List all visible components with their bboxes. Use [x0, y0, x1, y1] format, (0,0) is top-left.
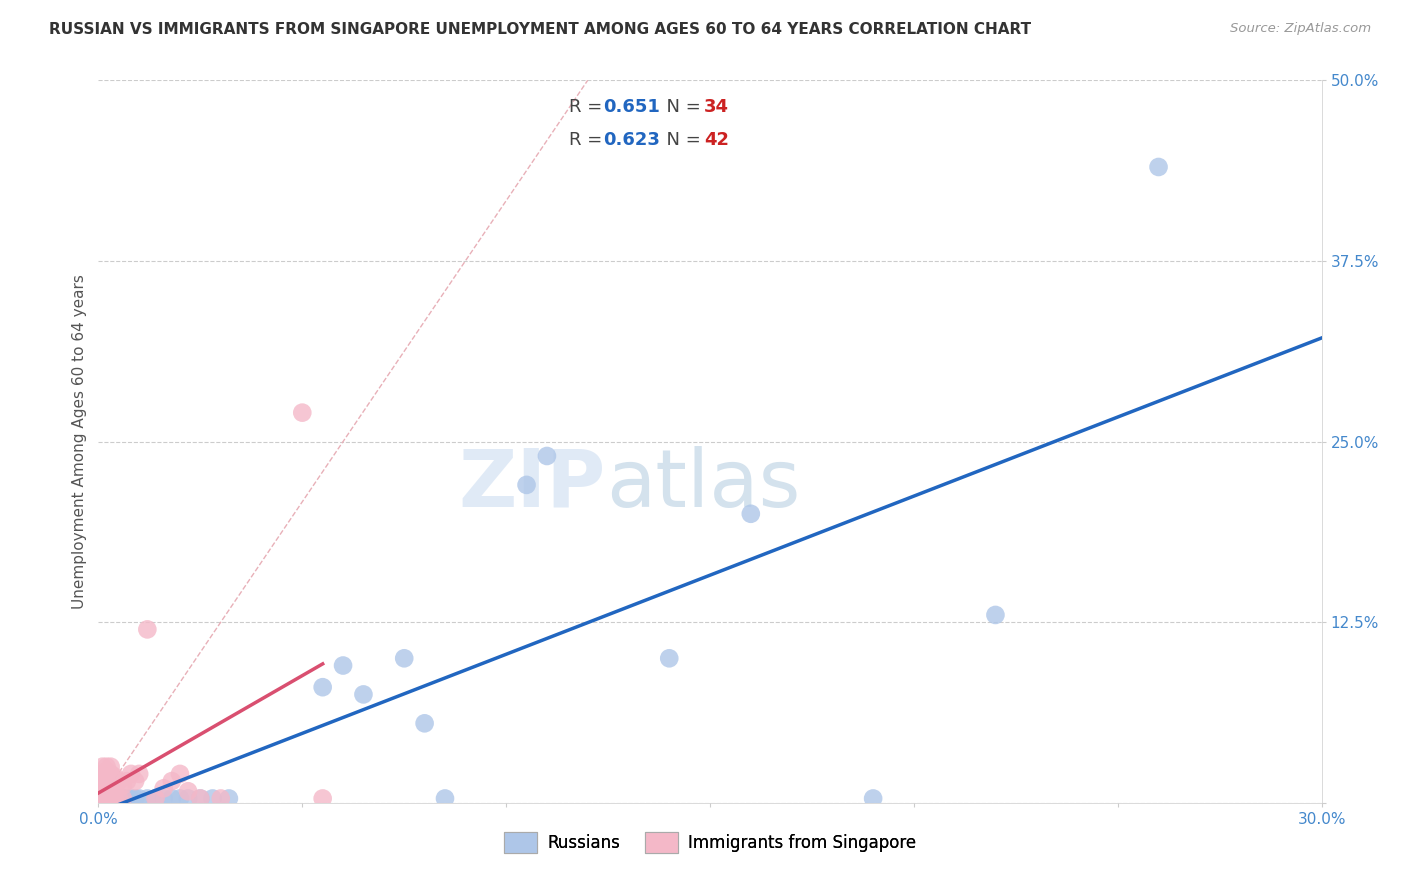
Point: [984, 607, 1007, 622]
Point: [536, 449, 558, 463]
Point: [104, 791, 127, 805]
Point: [96, 779, 118, 793]
Point: [136, 623, 159, 637]
Point: [104, 770, 127, 784]
Text: 42: 42: [704, 131, 728, 149]
Point: [100, 760, 122, 774]
Point: [740, 507, 762, 521]
Point: [96, 774, 118, 789]
Point: [100, 781, 122, 796]
Point: [160, 791, 183, 805]
Text: RUSSIAN VS IMMIGRANTS FROM SINGAPORE UNEMPLOYMENT AMONG AGES 60 TO 64 YEARS CORR: RUSSIAN VS IMMIGRANTS FROM SINGAPORE UNE…: [49, 22, 1032, 37]
Point: [91, 787, 114, 801]
Text: 34: 34: [704, 98, 728, 116]
Point: [209, 791, 232, 805]
Text: 0.651: 0.651: [603, 98, 661, 116]
Point: [145, 791, 167, 805]
Point: [91, 779, 114, 793]
Point: [177, 784, 200, 798]
Point: [91, 791, 114, 805]
Point: [100, 791, 122, 805]
Point: [413, 716, 436, 731]
Point: [136, 791, 159, 805]
Y-axis label: Unemployment Among Ages 60 to 64 years: Unemployment Among Ages 60 to 64 years: [72, 274, 87, 609]
Point: [1147, 160, 1170, 174]
Point: [111, 791, 134, 805]
Point: [108, 791, 131, 805]
Text: Source: ZipAtlas.com: Source: ZipAtlas.com: [1230, 22, 1371, 36]
Point: [104, 781, 127, 796]
Point: [115, 791, 138, 805]
Point: [434, 791, 457, 805]
Text: atlas: atlas: [606, 446, 800, 524]
Point: [104, 791, 127, 805]
Text: ZIP: ZIP: [458, 446, 606, 524]
Point: [124, 774, 146, 789]
Point: [91, 781, 114, 796]
Point: [96, 764, 118, 778]
Point: [152, 791, 174, 805]
Point: [516, 478, 538, 492]
Point: [91, 791, 114, 805]
Point: [124, 791, 146, 805]
Point: [128, 767, 150, 781]
Point: [392, 651, 416, 665]
Point: [169, 791, 191, 805]
Point: [91, 770, 114, 784]
Point: [188, 791, 212, 805]
Point: [152, 781, 174, 796]
Point: [120, 767, 142, 781]
Point: [91, 767, 114, 781]
Point: [96, 791, 118, 805]
Text: 0.623: 0.623: [603, 131, 661, 149]
Point: [96, 791, 118, 805]
Point: [169, 767, 191, 781]
Point: [96, 784, 118, 798]
Point: [100, 791, 122, 805]
Point: [120, 791, 142, 805]
Point: [111, 791, 134, 805]
Point: [218, 791, 240, 805]
Point: [658, 651, 681, 665]
Point: [108, 791, 131, 805]
Point: [100, 767, 122, 781]
Point: [177, 791, 200, 805]
Point: [312, 791, 335, 805]
Point: [91, 760, 114, 774]
Point: [108, 791, 131, 805]
Point: [96, 770, 118, 784]
Point: [100, 774, 122, 789]
Point: [862, 791, 884, 805]
Point: [188, 791, 212, 805]
Legend: Russians, Immigrants from Singapore: Russians, Immigrants from Singapore: [498, 826, 922, 860]
Point: [145, 791, 167, 805]
Point: [108, 774, 131, 789]
Point: [160, 774, 183, 789]
Point: [91, 784, 114, 798]
Point: [291, 406, 314, 420]
Point: [128, 791, 150, 805]
Point: [115, 774, 138, 789]
Point: [96, 760, 118, 774]
Text: N =: N =: [655, 131, 706, 149]
Point: [201, 791, 224, 805]
Text: R =: R =: [569, 131, 609, 149]
Point: [332, 658, 354, 673]
Point: [91, 774, 114, 789]
Point: [352, 687, 374, 701]
Point: [312, 680, 335, 694]
Point: [111, 779, 134, 793]
Text: R =: R =: [569, 98, 609, 116]
Text: N =: N =: [655, 98, 706, 116]
Point: [100, 791, 122, 805]
